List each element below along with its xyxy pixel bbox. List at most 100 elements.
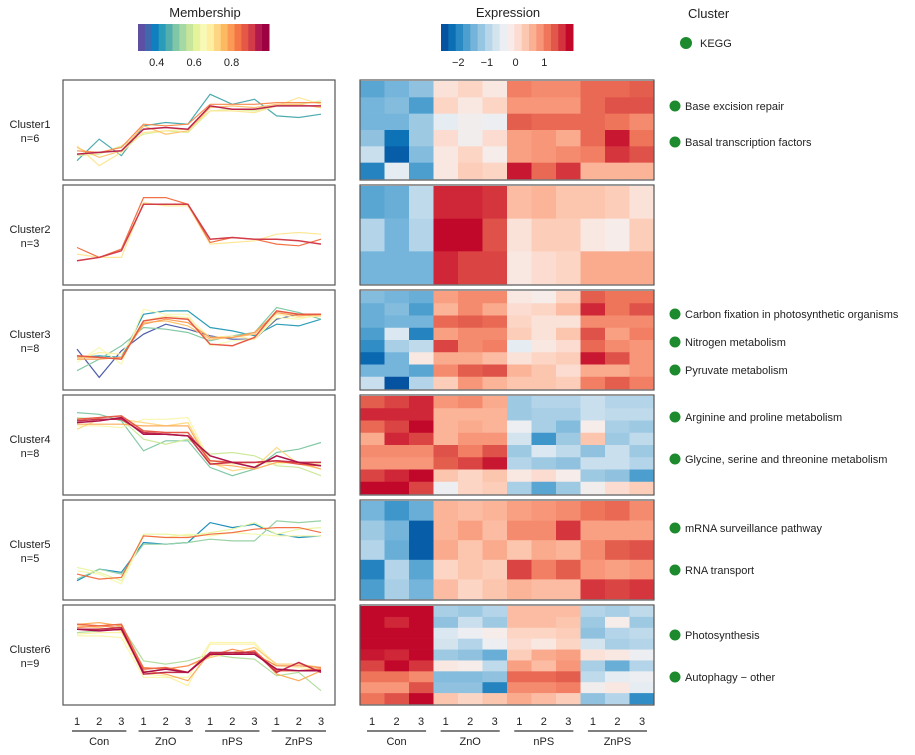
heatmap-cell bbox=[580, 218, 606, 252]
heatmap-cell bbox=[384, 218, 410, 252]
heatmap-cell bbox=[531, 616, 557, 629]
colorbar-swatch bbox=[477, 24, 486, 51]
colorbar-swatch bbox=[234, 24, 242, 51]
heatmap-cell bbox=[629, 579, 655, 600]
heatmap-cell bbox=[360, 408, 385, 421]
heatmap-cell bbox=[629, 340, 655, 353]
heatmap-cell bbox=[507, 693, 532, 705]
heatmap-cell bbox=[605, 616, 630, 629]
heatmap-cell bbox=[629, 408, 655, 421]
kegg-dot-icon bbox=[669, 308, 681, 320]
heatmap-cell bbox=[629, 315, 655, 329]
heatmap-cell bbox=[605, 445, 630, 458]
heatmap-cell bbox=[482, 146, 508, 163]
heatmap-cell bbox=[409, 501, 434, 521]
heatmap-cell bbox=[384, 579, 410, 600]
heatmap-cell bbox=[458, 408, 483, 421]
heatmap-cell bbox=[507, 671, 532, 683]
colorbar-swatch bbox=[448, 24, 457, 51]
heatmap-cell bbox=[458, 671, 483, 683]
colorbar-swatch bbox=[248, 24, 256, 51]
heatmap-cell bbox=[433, 186, 459, 219]
heatmap-cell bbox=[458, 660, 483, 672]
heatmap-cell bbox=[384, 113, 410, 131]
heatmap-cell bbox=[507, 146, 532, 163]
colorbar-swatch bbox=[138, 24, 146, 51]
heatmap-cell bbox=[580, 579, 606, 600]
heatmap-cell bbox=[482, 251, 508, 285]
condition-label: ZnPS bbox=[285, 736, 313, 748]
heatmap-cell bbox=[629, 327, 655, 341]
gene-profile-line bbox=[76, 105, 321, 155]
heatmap-cell bbox=[605, 501, 630, 521]
gene-profile-line bbox=[76, 520, 322, 580]
heatmap-cell bbox=[409, 445, 434, 458]
heatmap-cell bbox=[556, 457, 581, 470]
cluster-name: Cluster1 bbox=[10, 119, 51, 131]
heatmap-cell bbox=[409, 457, 434, 470]
heatmap-cell bbox=[409, 352, 434, 365]
heatmap-cell bbox=[360, 162, 385, 180]
heatmap-cell bbox=[556, 520, 581, 541]
heatmap-cell bbox=[605, 340, 630, 353]
heatmap-cell bbox=[384, 481, 410, 495]
heatmap-cell bbox=[531, 340, 557, 353]
heatmap bbox=[360, 501, 655, 600]
heatmap-cell bbox=[433, 481, 459, 495]
heatmap-cell bbox=[531, 481, 557, 495]
heatmap-cell bbox=[605, 146, 630, 163]
heatmap-cell bbox=[433, 579, 459, 600]
heatmap-cell bbox=[360, 291, 385, 304]
heatmap-cell bbox=[360, 376, 385, 390]
heatmap-cell bbox=[433, 327, 459, 341]
heatmap-cell bbox=[629, 445, 655, 458]
heatmap-cell bbox=[482, 113, 508, 131]
heatmap-cell bbox=[482, 327, 508, 341]
heatmap-cell bbox=[433, 501, 459, 521]
heatmap-cell bbox=[482, 376, 508, 390]
colorbar-tick-label: −2 bbox=[452, 57, 465, 69]
replicate-tick-label: 2 bbox=[163, 716, 169, 728]
heatmap-cell bbox=[531, 520, 557, 541]
heatmap-cell bbox=[433, 340, 459, 353]
heatmap-cell bbox=[458, 606, 483, 618]
heatmap-cell bbox=[580, 420, 606, 434]
heatmap-cell bbox=[580, 408, 606, 421]
heatmap-cell bbox=[458, 682, 483, 694]
heatmap-cell bbox=[507, 627, 532, 639]
heatmap-cell bbox=[360, 315, 385, 329]
heatmap-cell bbox=[531, 376, 557, 390]
colorbar-swatch bbox=[262, 24, 270, 51]
heatmap-cell bbox=[629, 649, 655, 661]
heatmap-cell bbox=[580, 671, 606, 683]
heatmap-frame bbox=[359, 79, 655, 181]
line-plot bbox=[76, 306, 322, 379]
heatmap-cell bbox=[629, 469, 655, 483]
heatmap-cell bbox=[556, 616, 581, 629]
colorbar-swatch bbox=[144, 24, 153, 51]
heatmap-cell bbox=[629, 540, 655, 561]
colorbar-tick-label: 0.6 bbox=[186, 57, 201, 69]
heatmap-cell bbox=[556, 693, 581, 705]
replicate-tick-label: 3 bbox=[418, 716, 424, 728]
heatmap-cell bbox=[384, 408, 410, 421]
replicate-tick-label: 2 bbox=[541, 716, 547, 728]
colorbar-swatch bbox=[514, 24, 523, 51]
heatmap-cell bbox=[605, 469, 630, 483]
heatmap-cell bbox=[556, 218, 581, 252]
heatmap-cell bbox=[384, 291, 410, 304]
heatmap-cell bbox=[605, 113, 630, 131]
heatmap-cell bbox=[556, 408, 581, 421]
colorbar-swatch bbox=[565, 24, 574, 51]
heatmap-cell bbox=[409, 130, 434, 147]
colorbar-swatch bbox=[485, 24, 493, 51]
heatmap-cell bbox=[580, 540, 606, 561]
heatmap-cell bbox=[629, 97, 655, 114]
heatmap-cell bbox=[580, 432, 606, 446]
heatmap-cell bbox=[629, 303, 655, 316]
heatmap-cell bbox=[507, 638, 532, 650]
heatmap-cell bbox=[629, 420, 655, 434]
kegg-term: Glycine, serine and threonine metabolism bbox=[685, 454, 887, 466]
colorbar-swatch bbox=[220, 24, 229, 51]
heatmap-cell bbox=[482, 520, 508, 541]
